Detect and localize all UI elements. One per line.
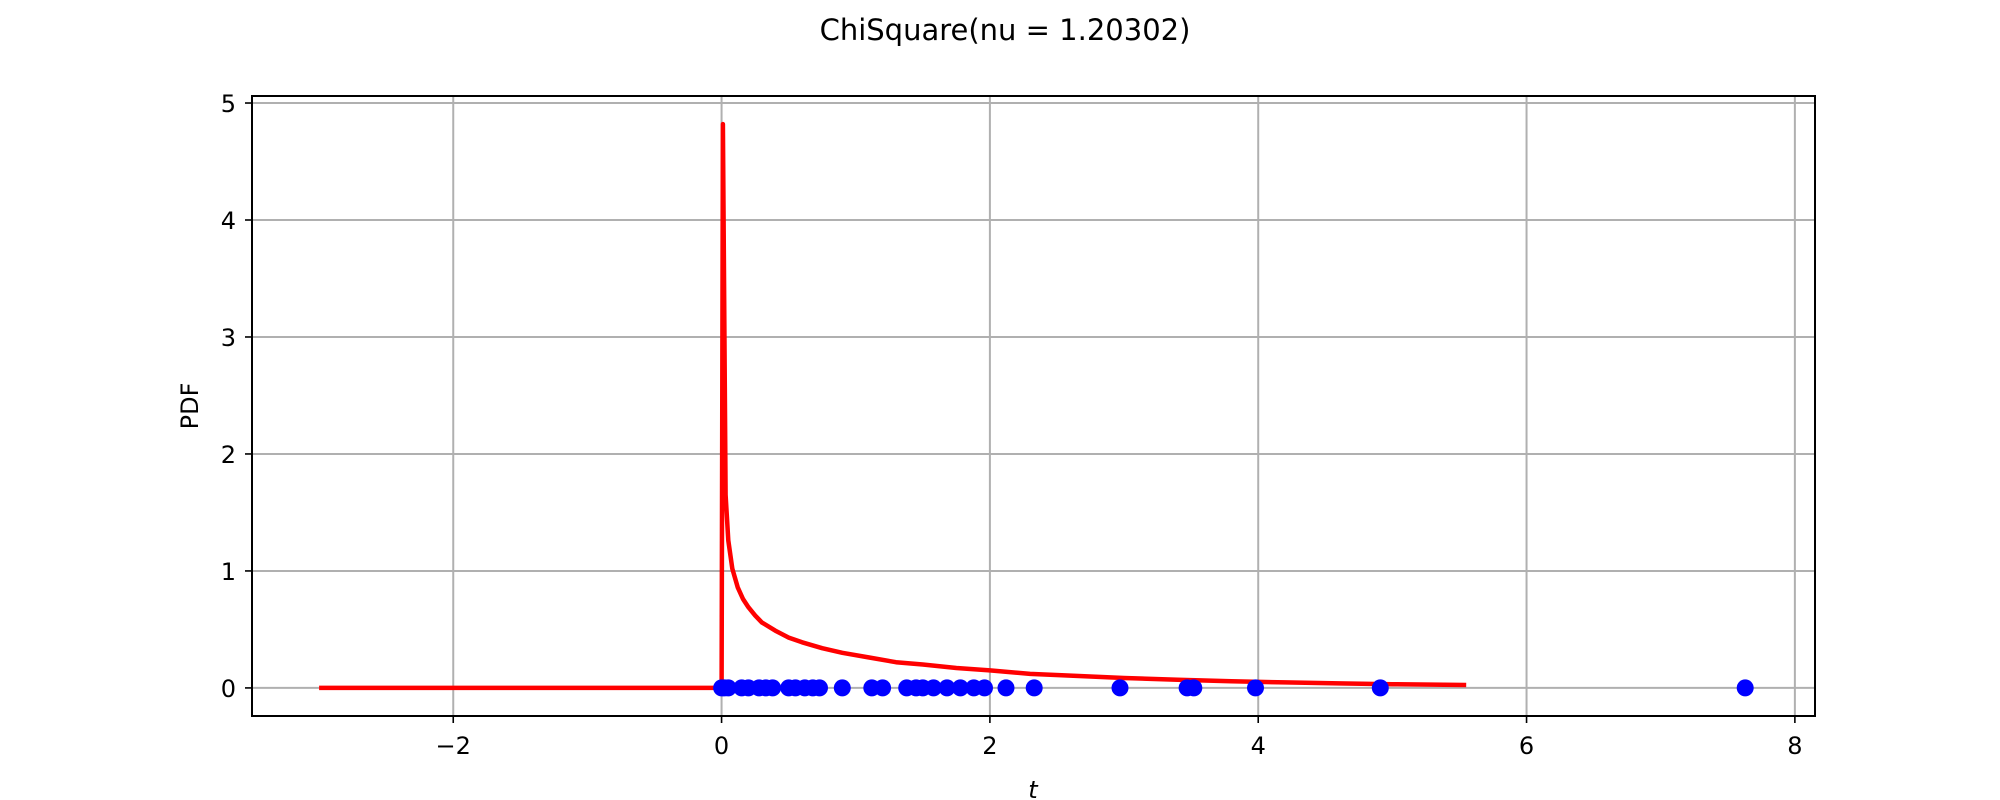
sample-point [938, 679, 956, 697]
x-tick-label: 2 [982, 732, 997, 760]
x-tick-label: −2 [436, 732, 471, 760]
sample-point [997, 679, 1015, 697]
y-tick-label: 5 [221, 90, 236, 118]
plot-frame [251, 95, 1816, 717]
x-axis-label: t [1028, 776, 1039, 800]
y-tick-label: 0 [221, 675, 236, 703]
sample-point [1247, 679, 1264, 697]
x-tick-label: 0 [714, 732, 729, 760]
sample-point [1185, 679, 1203, 697]
x-tick-label: 8 [1787, 732, 1802, 760]
sample-point [1736, 679, 1754, 697]
y-tick-label: 1 [221, 558, 236, 586]
sample-point [811, 679, 828, 697]
plot-marks [319, 121, 1754, 697]
sample-point [951, 679, 969, 697]
y-tick-label: 3 [221, 324, 236, 352]
sample-point [833, 679, 851, 697]
pdf-curve [319, 121, 1467, 691]
sample-point [1025, 679, 1043, 697]
y-tick-label: 4 [221, 207, 236, 235]
sample-point [925, 679, 942, 697]
x-tick-label: 4 [1251, 732, 1266, 760]
axis-ticks: −2 0 2 4 6 8 0 1 2 3 4 5 [221, 90, 1803, 760]
grid [252, 96, 1815, 716]
sample-point [764, 679, 782, 697]
sample-point [1111, 679, 1129, 697]
y-tick-label: 2 [221, 441, 236, 469]
x-tick-label: 6 [1519, 732, 1534, 760]
sample-point [1371, 679, 1389, 697]
sample-point [976, 679, 993, 697]
sample-point [719, 679, 737, 697]
chart-title: ChiSquare(nu = 1.20302) [820, 13, 1191, 47]
y-axis-label: PDF [176, 383, 204, 430]
sample-point [874, 679, 892, 697]
